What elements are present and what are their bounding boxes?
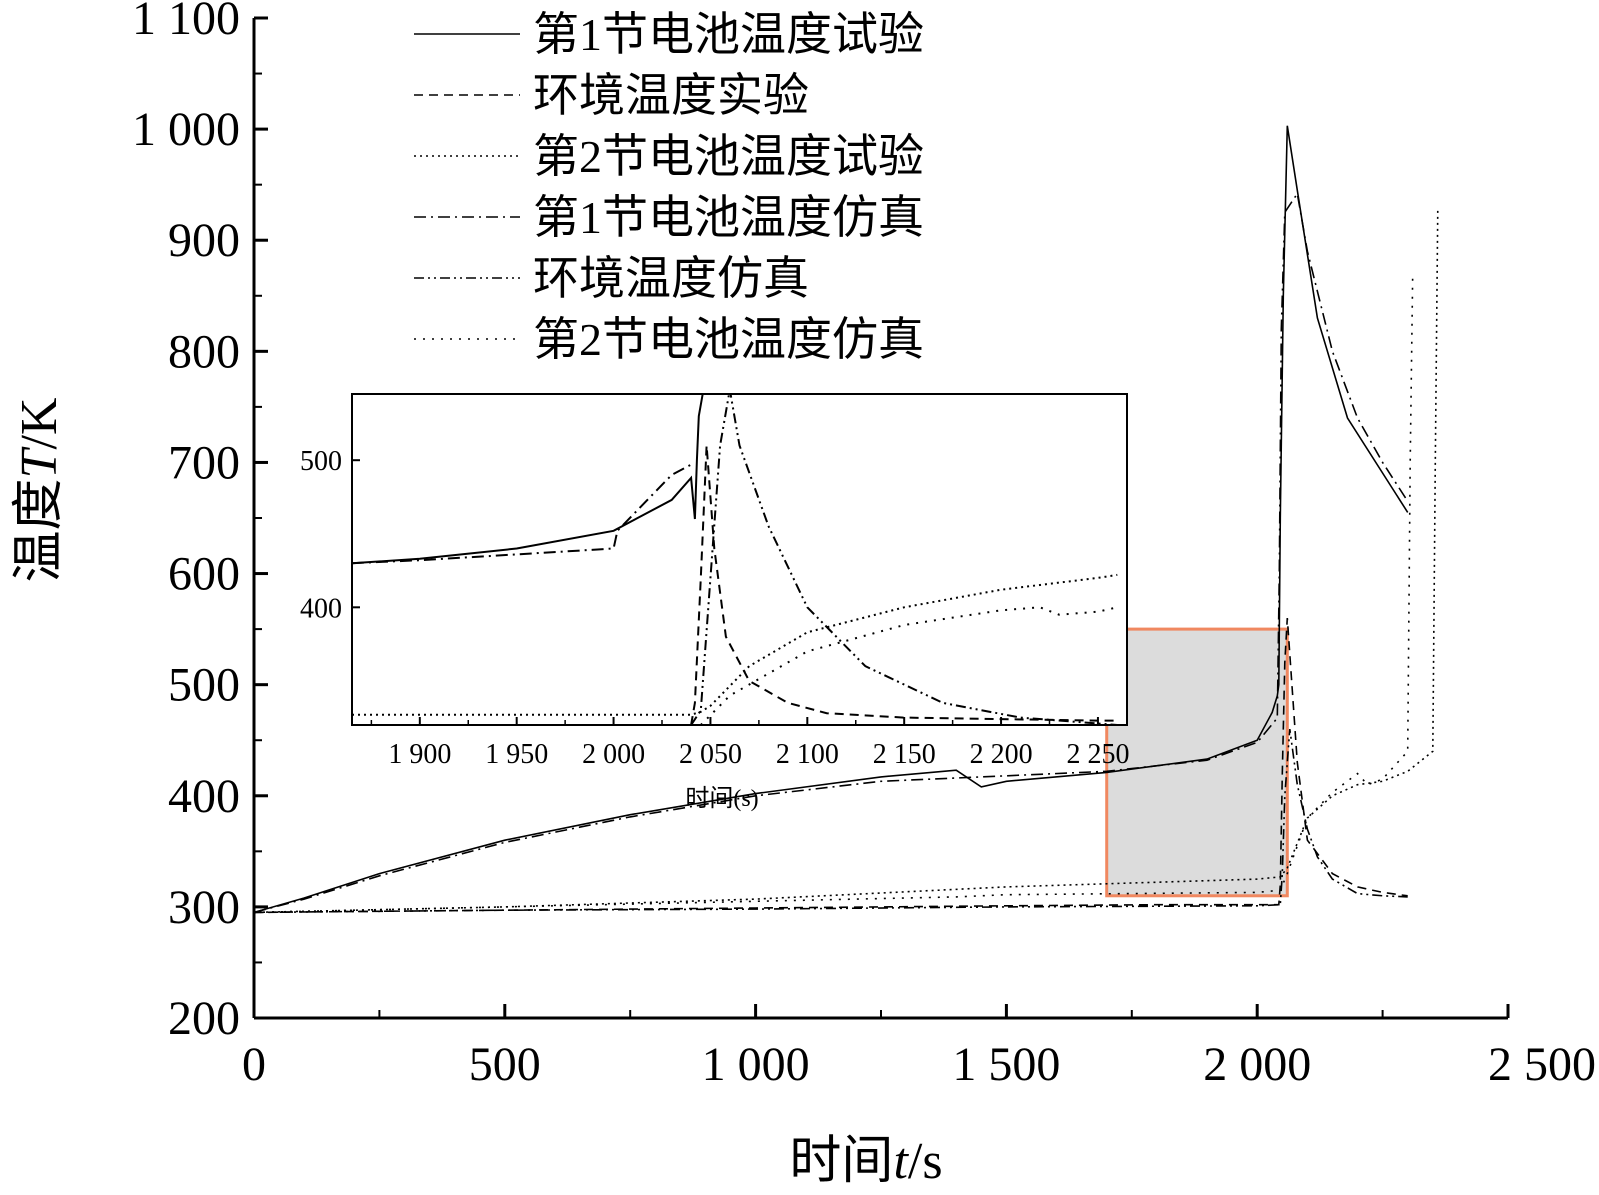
x-tick-label: 2 500 [1488, 1038, 1596, 1091]
zoom-region-box [1105, 627, 1289, 898]
y-tick-label: 800 [168, 325, 240, 378]
y-tick-label: 600 [168, 548, 240, 601]
inset-series-line [700, 606, 1118, 725]
inset-x-tick-label: 2 200 [970, 739, 1033, 770]
y-axis-title: 温度T/K [11, 397, 68, 582]
legend-label: 第1节电池温度试验 [533, 9, 924, 60]
y-tick-label: 900 [168, 214, 240, 267]
axis-title-part: 时间 [789, 1133, 893, 1190]
x-tick-label: 500 [469, 1038, 541, 1091]
inset-series-line [690, 394, 1118, 725]
x-tick-label: 1 500 [952, 1038, 1060, 1091]
main-series-layer [253, 125, 1439, 914]
series-line [253, 206, 1439, 914]
legend-label: 第1节电池温度仿真 [533, 192, 924, 243]
axis-title-part: /K [11, 397, 68, 449]
y-tick-label: 1 100 [132, 0, 240, 45]
inset-x-axis-title: 时间(s) [685, 785, 758, 812]
inset-series-line [352, 394, 704, 565]
legend-label: 环境温度实验 [533, 70, 809, 121]
y-tick-label: 500 [168, 659, 240, 712]
x-tick-label: 0 [242, 1038, 266, 1091]
inset-background [352, 394, 1127, 725]
axis-title-part: 温度 [11, 478, 68, 582]
main-highlight-layer [1105, 627, 1289, 898]
series-line [253, 191, 1409, 914]
y-tick-label: 400 [168, 770, 240, 823]
inset-x-tick-label: 1 900 [388, 739, 451, 770]
inset-x-tick-label: 2 000 [582, 739, 645, 770]
inset-x-tick-label: 2 100 [776, 739, 839, 770]
axis-title-part: t [893, 1133, 909, 1190]
y-tick-label: 700 [168, 436, 240, 489]
x-axis-title: 时间t/s [789, 1133, 942, 1190]
inset-x-tick-label: 2 250 [1066, 739, 1129, 770]
legend-label: 第2节电池温度仿真 [533, 314, 924, 365]
legend-label: 环境温度仿真 [533, 253, 809, 304]
inset-y-tick-label: 500 [300, 446, 342, 477]
inset-x-tick-label: 2 150 [873, 739, 936, 770]
series-line [253, 728, 1408, 914]
inset-y-tick-label: 400 [300, 593, 342, 624]
x-tick-label: 1 000 [702, 1038, 810, 1091]
inset-frame [351, 393, 1128, 726]
series-line [253, 617, 1408, 914]
legend-label: 第2节电池温度试验 [533, 131, 924, 182]
y-tick-label: 1 000 [132, 103, 240, 156]
series-line [253, 125, 1409, 914]
y-tick-label: 200 [168, 992, 240, 1045]
x-tick-label: 2 000 [1203, 1038, 1311, 1091]
inset-chart: 1 900 1 950 2 000 2 050 2 100 2 150 2 200 2 250… [300, 393, 1129, 812]
axis-title-part: T [11, 446, 68, 478]
legend: 第1节电池温度试验环境温度实验第2节电池温度试验第1节电池温度仿真环境温度仿真第… [414, 9, 924, 365]
inset-x-tick-label: 1 950 [485, 739, 548, 770]
inset-axes: 1 900 1 950 2 000 2 050 2 100 2 150 2 200 2 250… [300, 393, 1129, 812]
inset-x-tick-label: 2 050 [679, 739, 742, 770]
axis-title-part: /s [908, 1133, 943, 1190]
y-tick-label: 300 [168, 881, 240, 934]
